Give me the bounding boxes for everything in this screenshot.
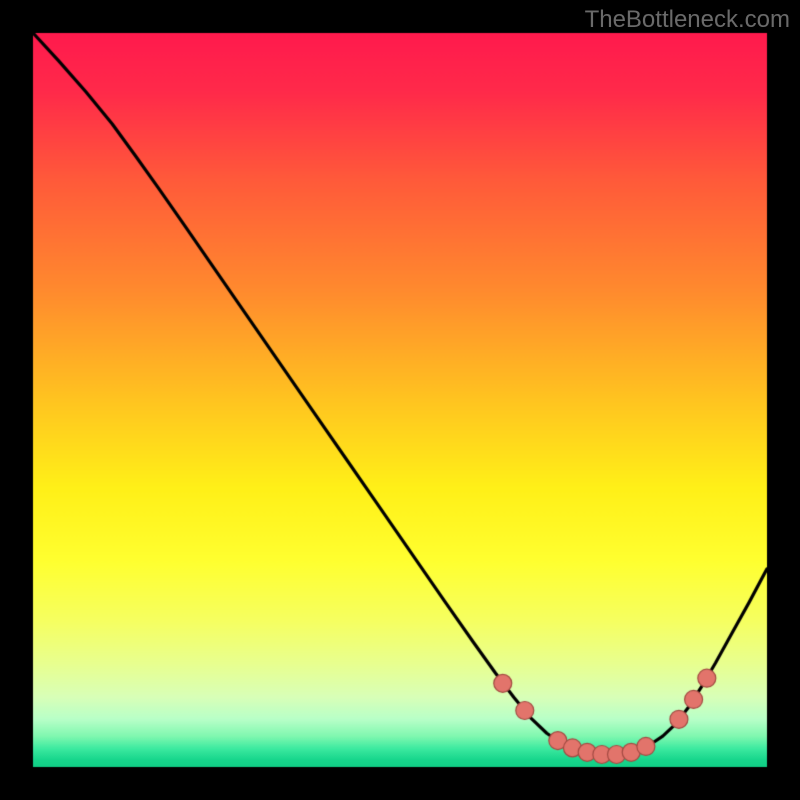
bottleneck-chart: [0, 0, 800, 800]
chart-stage: TheBottleneck.com: [0, 0, 800, 800]
watermark-label: TheBottleneck.com: [585, 6, 790, 34]
